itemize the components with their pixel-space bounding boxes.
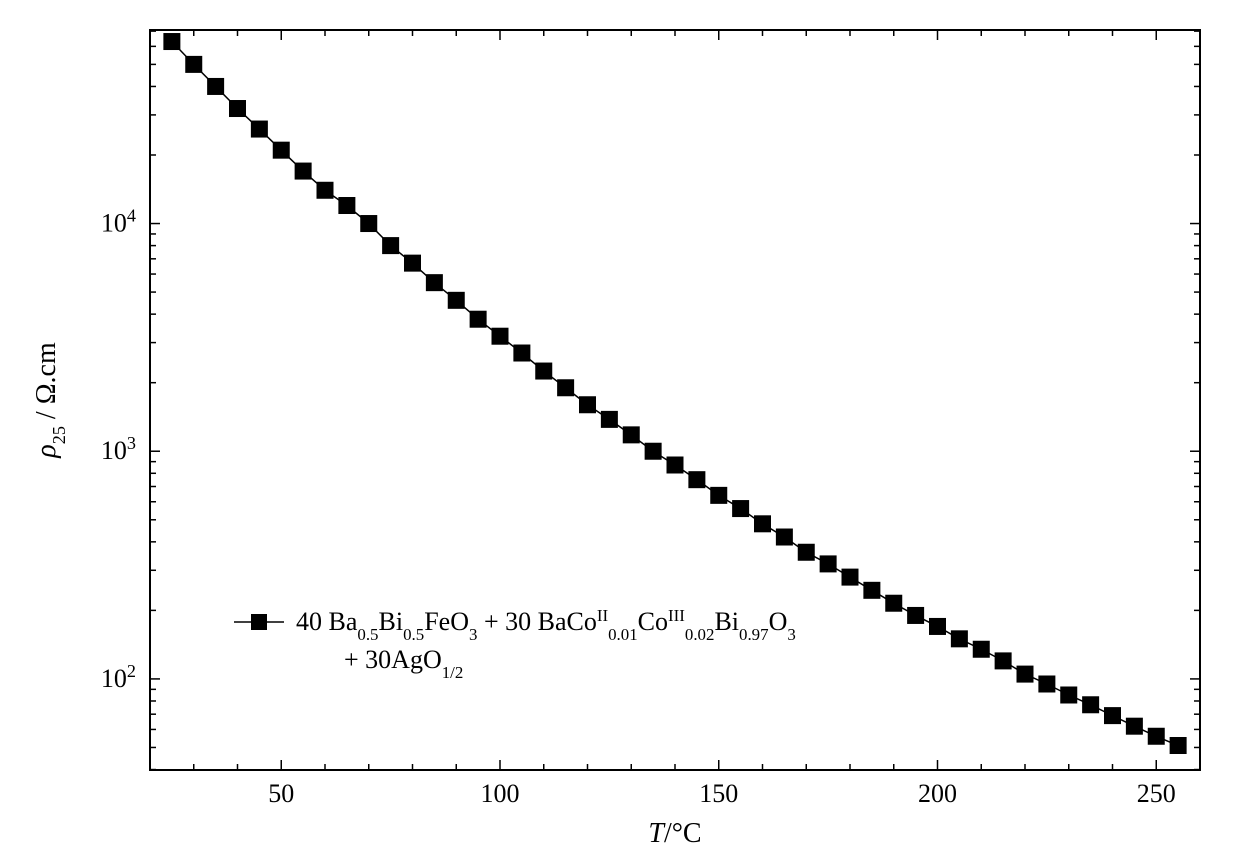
svg-text:200: 200: [918, 779, 957, 808]
svg-text:250: 250: [1137, 779, 1176, 808]
svg-text:50: 50: [268, 779, 294, 808]
svg-text:150: 150: [699, 779, 738, 808]
chart-container: 50100150200250102103104T/°Cρ25 / Ω.cm40 …: [0, 0, 1240, 867]
resistivity-chart: 50100150200250102103104T/°Cρ25 / Ω.cm40 …: [0, 0, 1240, 867]
svg-text:T/°C: T/°C: [648, 818, 701, 849]
svg-text:100: 100: [481, 779, 520, 808]
